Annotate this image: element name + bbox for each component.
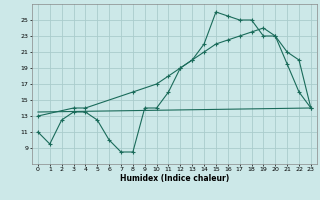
X-axis label: Humidex (Indice chaleur): Humidex (Indice chaleur) bbox=[120, 174, 229, 183]
